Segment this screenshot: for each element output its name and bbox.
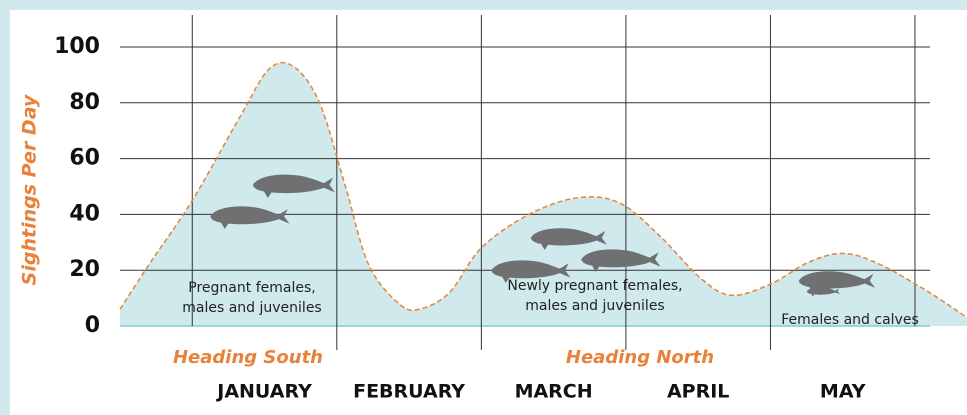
annotation: males and juveniles [525, 298, 664, 314]
y-tick-label: 80 [69, 90, 100, 115]
y-tick-label: 0 [85, 313, 100, 338]
y-tick-label: 20 [69, 257, 100, 282]
y-tick-label: 60 [69, 146, 100, 171]
x-tick-label: MAY [820, 381, 866, 403]
x-tick-label: JANUARY [215, 381, 312, 403]
area [120, 62, 967, 326]
annotation: Females and calves [781, 312, 919, 328]
direction-label: Heading South [173, 347, 323, 368]
direction-label: Heading North [566, 347, 714, 368]
y-tick-label: 100 [54, 34, 100, 59]
plot-background [10, 10, 967, 415]
annotation: Pregnant females, [188, 280, 315, 296]
area-outline [119, 61, 967, 319]
x-tick-label: FEBRUARY [353, 381, 465, 403]
y-tick-label: 40 [69, 201, 100, 226]
y-axis-label: Sightings Per Day [19, 93, 41, 285]
annotation: males and juveniles [182, 300, 321, 316]
x-tick-label: APRIL [667, 381, 729, 403]
annotation: Newly pregnant females, [507, 278, 682, 294]
x-tick-label: MARCH [515, 381, 593, 403]
